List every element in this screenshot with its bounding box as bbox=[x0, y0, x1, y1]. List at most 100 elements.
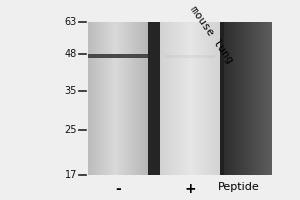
Bar bbox=[133, 22, 134, 175]
Bar bbox=[97, 22, 98, 175]
Bar bbox=[123, 22, 124, 175]
Bar bbox=[118, 22, 119, 175]
Bar bbox=[127, 22, 128, 175]
Bar bbox=[177, 22, 178, 175]
Text: 63: 63 bbox=[65, 17, 77, 27]
Bar bbox=[238, 22, 239, 175]
Bar bbox=[257, 22, 258, 175]
Bar bbox=[204, 22, 205, 175]
Bar bbox=[266, 22, 267, 175]
Bar bbox=[184, 22, 185, 175]
Bar bbox=[245, 22, 246, 175]
Bar bbox=[165, 22, 166, 175]
Bar bbox=[235, 22, 236, 175]
Bar bbox=[240, 22, 241, 175]
Bar bbox=[102, 22, 103, 175]
Text: +: + bbox=[184, 182, 196, 196]
Bar bbox=[145, 22, 146, 175]
Bar bbox=[185, 22, 186, 175]
Bar bbox=[122, 22, 123, 175]
Bar bbox=[104, 22, 105, 175]
Bar bbox=[202, 22, 203, 175]
Bar bbox=[230, 22, 231, 175]
Bar bbox=[229, 22, 230, 175]
Bar bbox=[197, 22, 198, 175]
Bar bbox=[233, 22, 234, 175]
Bar bbox=[199, 22, 200, 175]
Bar bbox=[167, 22, 168, 175]
Text: Peptide: Peptide bbox=[218, 182, 260, 192]
Bar bbox=[196, 22, 197, 175]
Bar bbox=[128, 22, 129, 175]
Bar bbox=[94, 22, 95, 175]
Bar bbox=[168, 22, 169, 175]
Bar bbox=[108, 22, 109, 175]
Bar bbox=[112, 22, 113, 175]
Bar bbox=[241, 22, 242, 175]
Bar bbox=[171, 22, 172, 175]
Bar bbox=[236, 22, 237, 175]
Bar bbox=[226, 22, 227, 175]
Bar bbox=[90, 22, 91, 175]
Bar bbox=[170, 22, 171, 175]
Bar bbox=[270, 22, 271, 175]
Bar bbox=[176, 22, 177, 175]
Bar bbox=[89, 22, 90, 175]
Bar bbox=[250, 22, 251, 175]
Text: mouse lung: mouse lung bbox=[188, 4, 235, 65]
Bar bbox=[210, 22, 211, 175]
Bar bbox=[261, 22, 262, 175]
Bar bbox=[114, 22, 115, 175]
Bar bbox=[231, 22, 232, 175]
Bar bbox=[105, 22, 106, 175]
Bar bbox=[110, 22, 111, 175]
Bar bbox=[96, 22, 97, 175]
Bar bbox=[248, 22, 249, 175]
Bar bbox=[121, 22, 122, 175]
Bar bbox=[224, 22, 225, 175]
Bar bbox=[163, 22, 164, 175]
Bar bbox=[267, 22, 268, 175]
Bar bbox=[137, 22, 138, 175]
Bar bbox=[220, 22, 224, 175]
Bar bbox=[211, 22, 212, 175]
Bar bbox=[187, 22, 188, 175]
Bar bbox=[205, 22, 206, 175]
Bar bbox=[141, 22, 142, 175]
Bar bbox=[146, 22, 147, 175]
Bar bbox=[239, 22, 240, 175]
Bar bbox=[93, 22, 94, 175]
Bar bbox=[166, 22, 167, 175]
Text: 17: 17 bbox=[64, 170, 77, 180]
Bar bbox=[106, 22, 107, 175]
Bar bbox=[147, 22, 148, 175]
Text: 35: 35 bbox=[64, 86, 77, 96]
Bar bbox=[103, 22, 104, 175]
Bar bbox=[259, 22, 260, 175]
Bar bbox=[125, 22, 126, 175]
Bar bbox=[119, 22, 120, 175]
Bar bbox=[129, 22, 130, 175]
Bar bbox=[263, 22, 264, 175]
Bar bbox=[142, 22, 143, 175]
Bar bbox=[132, 22, 133, 175]
Bar bbox=[175, 22, 176, 175]
Bar bbox=[191, 22, 192, 175]
Bar bbox=[135, 22, 136, 175]
Bar bbox=[268, 22, 269, 175]
Bar bbox=[203, 22, 204, 175]
Bar bbox=[217, 22, 218, 175]
Bar bbox=[98, 22, 99, 175]
Bar bbox=[212, 22, 213, 175]
Bar bbox=[271, 22, 272, 175]
Bar bbox=[161, 22, 162, 175]
Bar bbox=[190, 22, 191, 175]
Bar bbox=[192, 22, 193, 175]
Bar bbox=[99, 22, 100, 175]
Bar bbox=[115, 22, 116, 175]
Bar bbox=[216, 22, 217, 175]
Bar bbox=[144, 22, 145, 175]
Bar bbox=[237, 22, 238, 175]
Bar bbox=[198, 22, 199, 175]
Bar bbox=[265, 22, 266, 175]
